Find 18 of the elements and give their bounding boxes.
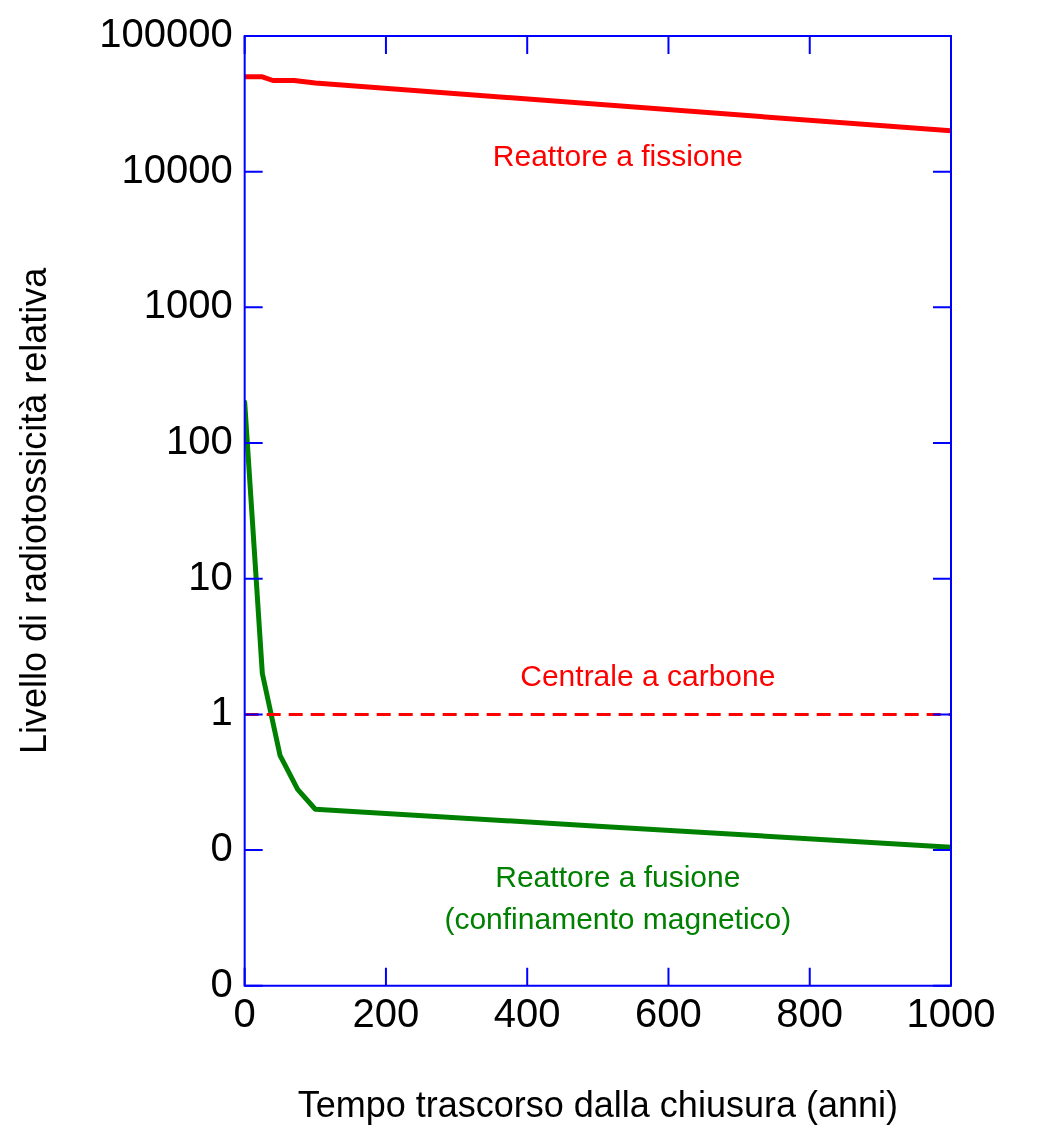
x-tick-label: 800 [776, 990, 844, 1035]
x-tick-label: 1000 [906, 990, 996, 1035]
y-tick-label: 100 [165, 418, 233, 463]
y-tick-label: 10000 [121, 146, 233, 191]
y-tick-label: 10 [188, 553, 233, 598]
x-tick-label: 200 [352, 990, 420, 1035]
x-tick-label: 600 [635, 990, 702, 1035]
x-axis-title: Tempo trascorso dalla chiusura (anni) [297, 1084, 898, 1126]
ref-line-label: Centrale a carbone [520, 658, 776, 692]
y-tick-label: 1 [210, 689, 233, 734]
series-label: Reattore a fissione [492, 138, 743, 172]
x-tick-label: 400 [493, 990, 561, 1035]
series-label: Reattore a fusione (confinamento magnetico) [444, 860, 792, 936]
y-tick-label: 1000 [143, 282, 233, 327]
y-tick-label: 100000 [99, 11, 233, 56]
y-tick-label: 0 [210, 825, 233, 870]
y-axis-title: Livello di radiotossicità relativa [12, 266, 54, 755]
y-tick-label: 0 [210, 960, 233, 1005]
